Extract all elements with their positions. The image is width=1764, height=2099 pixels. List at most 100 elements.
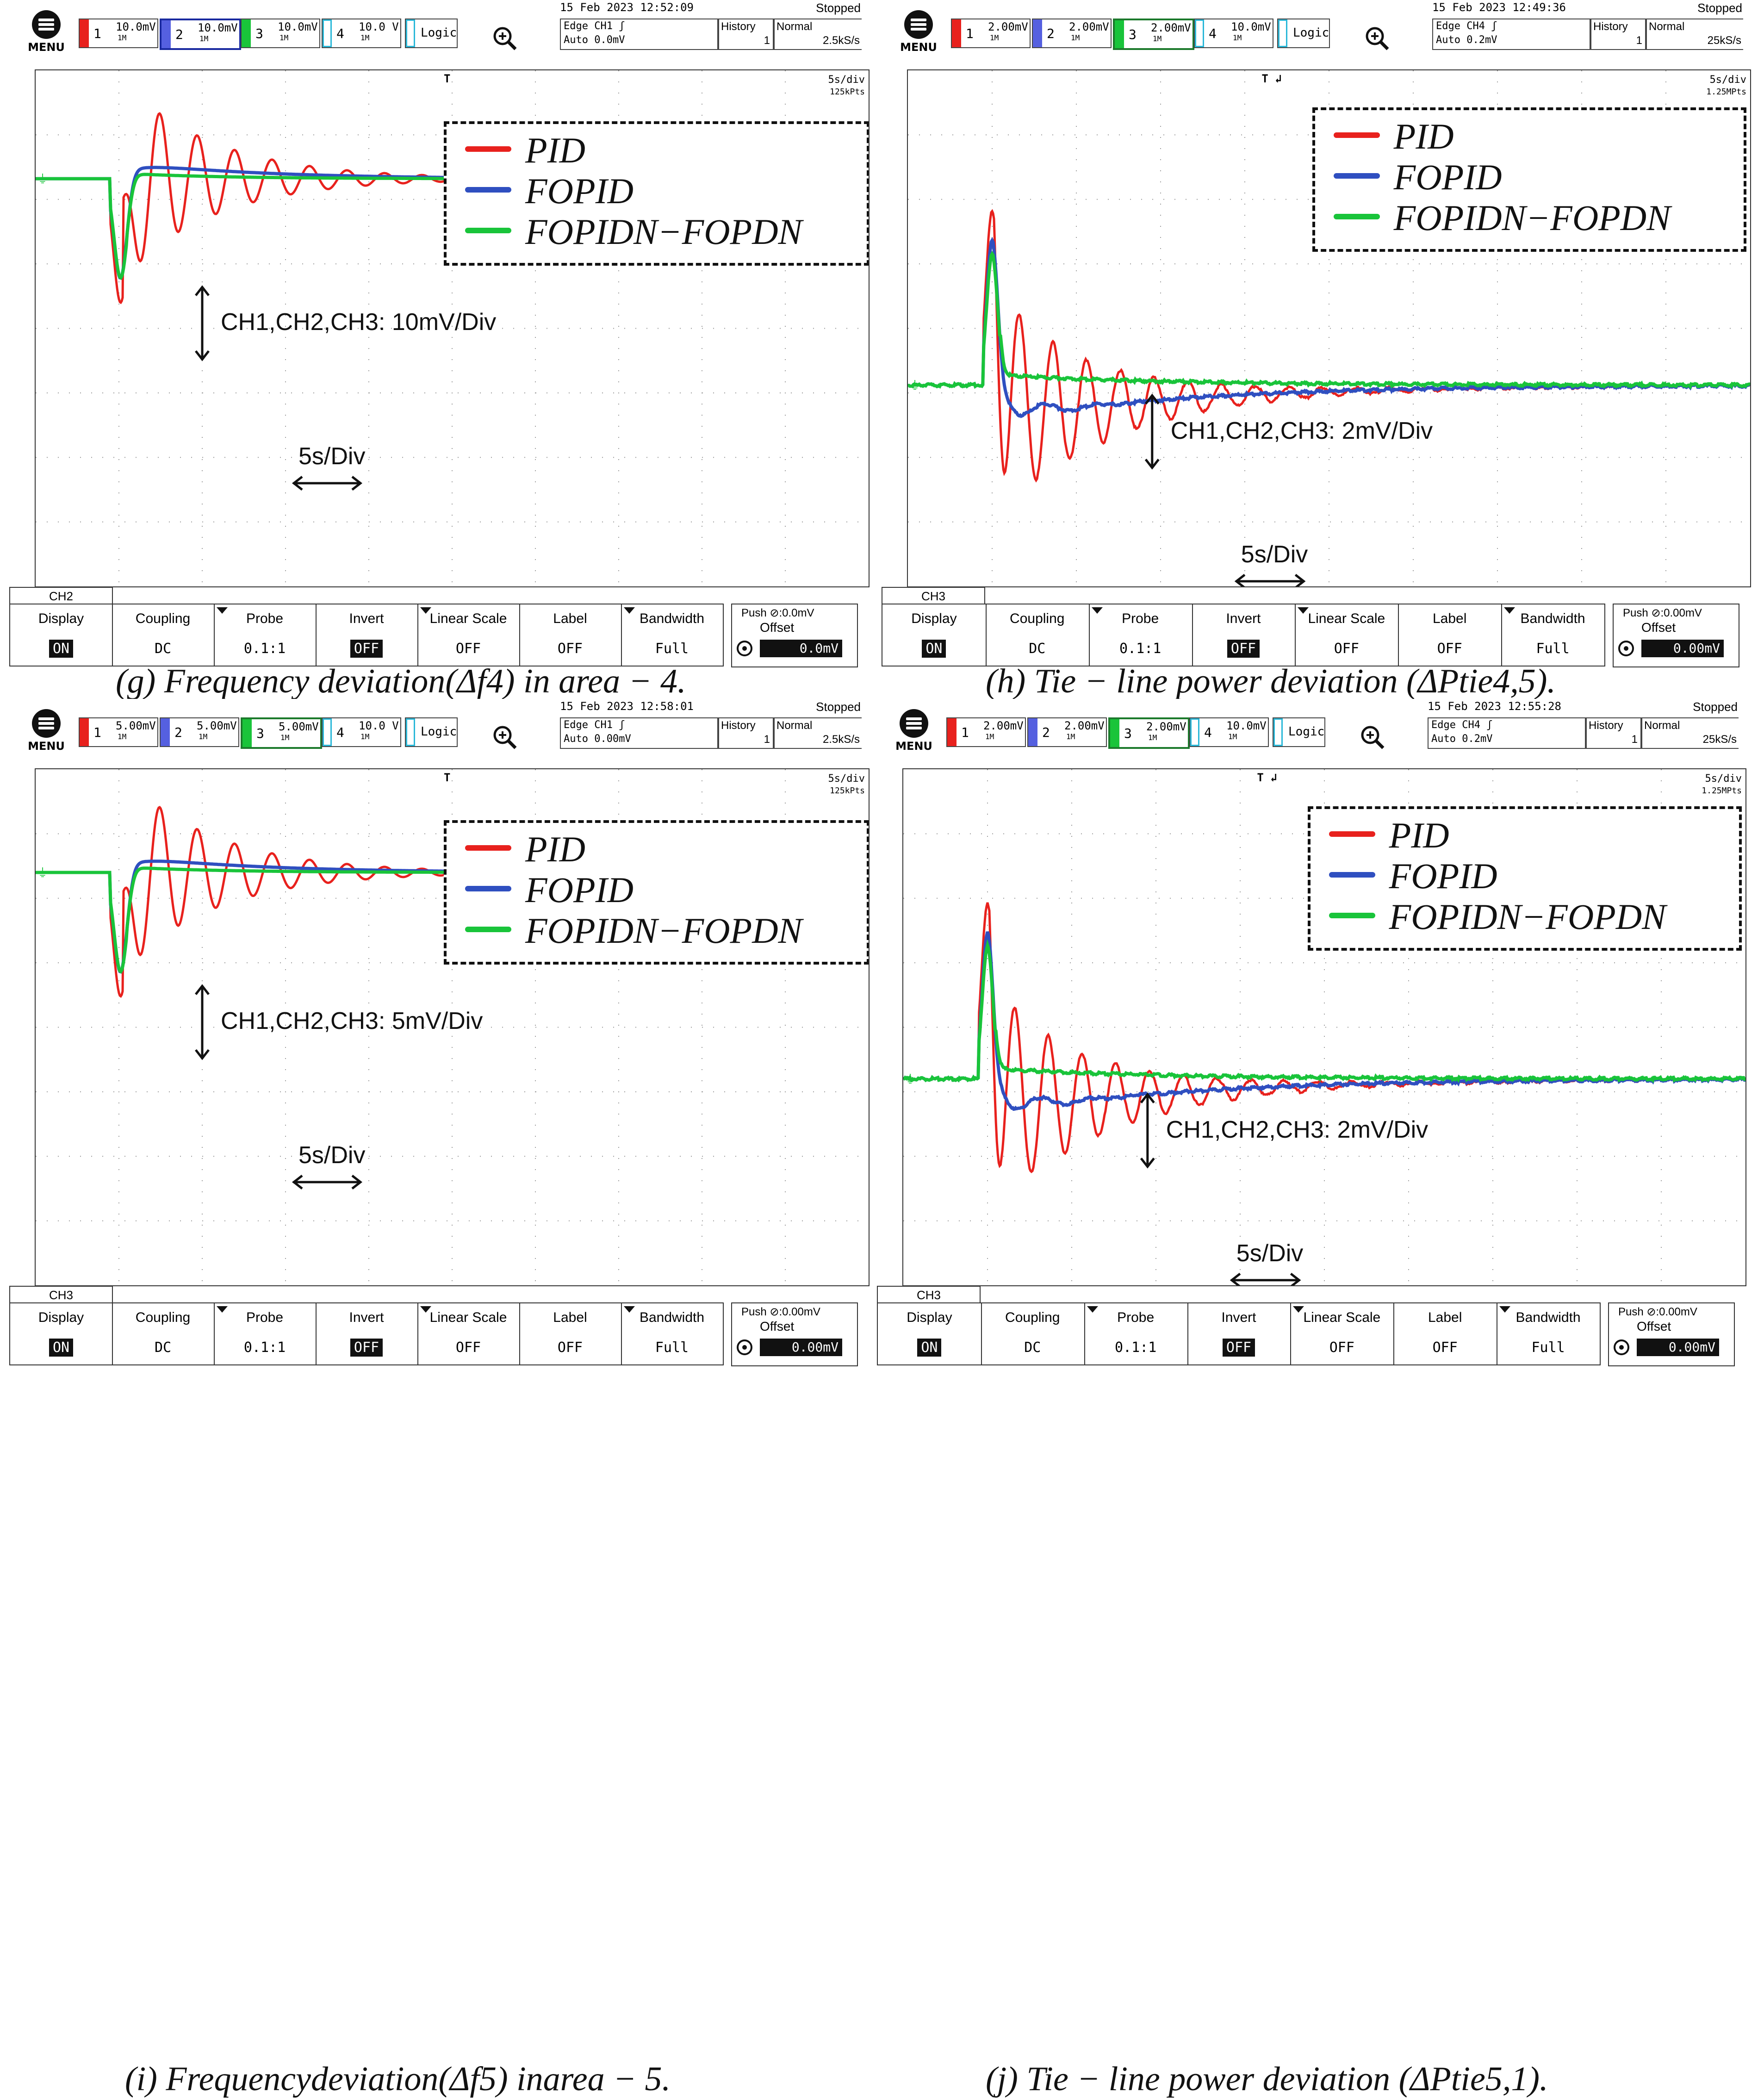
- channel-1-button[interactable]: 1 2.00mV 1M: [951, 19, 1031, 48]
- menu-header: Linear Scale: [429, 611, 507, 626]
- trace-legend: PID FOPID FOPIDN−FOPDN: [444, 820, 869, 965]
- menu-display-button[interactable]: Display ON: [878, 1303, 982, 1364]
- channel-1-button[interactable]: 1 10.0mV 1M: [79, 19, 158, 48]
- offset-control[interactable]: Push ⊘:0.00mV Offset 0.00mV: [1608, 1302, 1735, 1366]
- menu-invert-button[interactable]: Invert OFF: [316, 1303, 418, 1364]
- menu-label-button[interactable]: Label OFF: [519, 1303, 622, 1364]
- menu-coupling-button[interactable]: Coupling DC: [986, 604, 1090, 666]
- history-box[interactable]: History 1: [1590, 19, 1647, 50]
- menu-bandwidth-button[interactable]: Bandwidth Full: [621, 1303, 724, 1364]
- menu-label-button[interactable]: Label OFF: [519, 604, 622, 666]
- channel-1-button[interactable]: 1 5.00mV 1M: [79, 717, 158, 747]
- active-channel-tab[interactable]: CH3: [9, 1286, 113, 1304]
- logic-button[interactable]: Logic: [405, 717, 458, 747]
- zoom-search-icon[interactable]: [1358, 723, 1386, 751]
- menu-value-text: ON: [49, 640, 74, 658]
- menu-invert-button[interactable]: Invert OFF: [316, 604, 418, 666]
- acquisition-mode[interactable]: Normal 25kS/s: [1640, 717, 1739, 749]
- menu-invert-button[interactable]: Invert OFF: [1187, 1303, 1292, 1364]
- menu-bandwidth-button[interactable]: Bandwidth Full: [1497, 1303, 1601, 1364]
- menu-value-text: Full: [655, 641, 689, 657]
- logic-button[interactable]: Logic: [405, 19, 458, 48]
- offset-control[interactable]: Push ⊘:0.0mV Offset 0.0mV: [731, 604, 858, 667]
- channel-2-button[interactable]: 2 2.00mV 1M: [1032, 19, 1112, 48]
- rotary-knob-icon[interactable]: [1614, 1339, 1629, 1355]
- trigger-settings[interactable]: Edge CH1 ʃ Auto 0.0mV: [560, 19, 719, 50]
- menu-label-button[interactable]: Label OFF: [1398, 604, 1503, 666]
- rotary-knob-icon[interactable]: [737, 641, 752, 656]
- menu-coupling-button[interactable]: Coupling DC: [112, 604, 215, 666]
- rotary-knob-icon[interactable]: [737, 1339, 752, 1355]
- menu-display-button[interactable]: Display ON: [10, 604, 113, 666]
- zoom-search-icon[interactable]: [491, 723, 518, 751]
- menu-linear-scale-button[interactable]: Linear Scale OFF: [417, 1303, 520, 1364]
- menu-label-button[interactable]: Label OFF: [1393, 1303, 1498, 1364]
- trigger-settings[interactable]: Edge CH4 ʃ Auto 0.2mV: [1428, 717, 1587, 749]
- zoom-search-icon[interactable]: [1363, 24, 1391, 52]
- channel-3-button[interactable]: 3 10.0mV 1M: [241, 19, 320, 48]
- menu-bandwidth-button[interactable]: Bandwidth Full: [1501, 604, 1605, 666]
- history-box[interactable]: History 1: [717, 19, 775, 50]
- logic-label: Logic: [1288, 725, 1325, 739]
- menu-linear-scale-button[interactable]: Linear Scale OFF: [417, 604, 520, 666]
- logic-button[interactable]: Logic: [1277, 19, 1330, 48]
- menu-probe-button[interactable]: Probe 0.1:1: [1089, 604, 1193, 666]
- menu-button[interactable]: MENU: [23, 10, 69, 61]
- menu-linear-scale-button[interactable]: Linear Scale OFF: [1295, 604, 1399, 666]
- menu-button[interactable]: MENU: [891, 709, 937, 760]
- menu-probe-button[interactable]: Probe 0.1:1: [1084, 1303, 1188, 1364]
- menu-value: OFF: [1187, 1339, 1291, 1357]
- waveform-display[interactable]: 5s/div 125kPts T ⏚ CH1,CH2,CH3: 5mV/Div 5s/Di…: [35, 768, 870, 1286]
- channel-4-button[interactable]: 4 10.0mV 1M: [1194, 19, 1273, 48]
- menu-button[interactable]: MENU: [23, 709, 69, 760]
- channel-2-button[interactable]: 2 10.0mV 1M: [160, 19, 241, 50]
- channel-number: 1: [961, 725, 969, 740]
- offset-value[interactable]: 0.00mV: [760, 1339, 842, 1356]
- zoom-search-icon[interactable]: [491, 24, 518, 52]
- menu-value-text: OFF: [1437, 641, 1462, 657]
- history-box[interactable]: History 1: [1585, 717, 1642, 749]
- menu-invert-button[interactable]: Invert OFF: [1192, 604, 1296, 666]
- active-channel-tab[interactable]: CH3: [877, 1286, 981, 1304]
- offset-control[interactable]: Push ⊘:0.00mV Offset 0.00mV: [731, 1302, 858, 1366]
- menu-coupling-button[interactable]: Coupling DC: [112, 1303, 215, 1364]
- channel-1-button[interactable]: 1 2.00mV 1M: [946, 717, 1026, 747]
- active-channel-tab[interactable]: CH2: [9, 587, 113, 605]
- channel-3-button[interactable]: 3 2.00mV 1M: [1113, 19, 1194, 50]
- menu-display-button[interactable]: Display ON: [882, 604, 987, 666]
- channel-4-button[interactable]: 4 10.0 V 1M: [322, 19, 401, 48]
- waveform-display[interactable]: 5s/div 1.25MPts T ↲ ⏚ CH1,CH2,CH3: 2mV/Div 5s…: [907, 69, 1751, 587]
- logic-swatch: [1278, 19, 1287, 47]
- trigger-settings[interactable]: Edge CH1 ʃ Auto 0.00mV: [560, 717, 719, 749]
- scope-panel-j: MENU 1 2.00mV 1M 2 2.00mV 1M 3 2.00mV 1M 4 10.0mV 1M…: [877, 699, 1747, 1384]
- channel-number: 1: [93, 26, 101, 41]
- menu-display-button[interactable]: Display ON: [10, 1303, 113, 1364]
- active-channel-tab[interactable]: CH3: [882, 587, 985, 605]
- offset-value[interactable]: 0.0mV: [760, 640, 842, 657]
- waveform-display[interactable]: 5s/div 1.25MPts T ↲ ⏚ CH1,CH2,CH3: 2mV/Div 5s…: [902, 768, 1746, 1286]
- channel-4-button[interactable]: 4 10.0mV 1M: [1189, 717, 1269, 747]
- trigger-settings[interactable]: Edge CH4 ʃ Auto 0.2mV: [1432, 19, 1591, 50]
- logic-button[interactable]: Logic: [1273, 717, 1325, 747]
- waveform-display[interactable]: 5s/div 125kPts T ⏚ CH1,CH2,CH3: 10mV/Div 5s/D…: [35, 69, 870, 587]
- acquisition-mode[interactable]: Normal 2.5kS/s: [773, 19, 862, 50]
- menu-bandwidth-button[interactable]: Bandwidth Full: [621, 604, 724, 666]
- scope-toolbar: MENU 1 5.00mV 1M 2 5.00mV 1M 3 5.00mV 1M 4 10.0 V 1M…: [9, 699, 870, 764]
- menu-probe-button[interactable]: Probe 0.1:1: [214, 604, 317, 666]
- menu-linear-scale-button[interactable]: Linear Scale OFF: [1290, 1303, 1395, 1364]
- channel-3-button[interactable]: 3 5.00mV 1M: [241, 717, 322, 749]
- rotary-knob-icon[interactable]: [1618, 641, 1634, 656]
- acquisition-mode[interactable]: Normal 25kS/s: [1645, 19, 1743, 50]
- channel-2-button[interactable]: 2 5.00mV 1M: [160, 717, 239, 747]
- menu-button[interactable]: MENU: [895, 10, 942, 61]
- channel-2-button[interactable]: 2 2.00mV 1M: [1027, 717, 1107, 747]
- offset-control[interactable]: Push ⊘:0.00mV Offset 0.00mV: [1613, 604, 1739, 667]
- history-box[interactable]: History 1: [717, 717, 775, 749]
- acquisition-mode[interactable]: Normal 2.5kS/s: [773, 717, 862, 749]
- offset-value[interactable]: 0.00mV: [1637, 1339, 1719, 1356]
- menu-probe-button[interactable]: Probe 0.1:1: [214, 1303, 317, 1364]
- offset-value[interactable]: 0.00mV: [1641, 640, 1724, 657]
- menu-coupling-button[interactable]: Coupling DC: [981, 1303, 1085, 1364]
- channel-4-button[interactable]: 4 10.0 V 1M: [322, 717, 401, 747]
- channel-3-button[interactable]: 3 2.00mV 1M: [1108, 717, 1190, 749]
